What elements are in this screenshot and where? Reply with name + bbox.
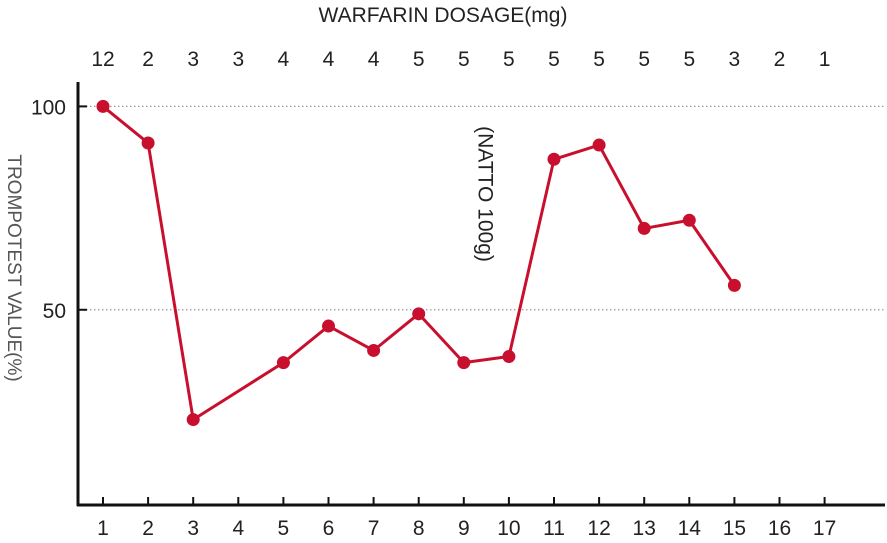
data-point [276,356,290,370]
series-line [102,105,736,422]
x-tick-label: 8 [413,517,425,540]
top-axis-label: 4 [278,48,290,71]
data-point [637,221,651,235]
x-tick-label: 1 [97,517,109,540]
top-axis-label: 5 [638,48,650,71]
data-point [682,213,696,227]
x-tick-label: 10 [497,517,520,540]
x-tick-label: 14 [678,517,702,540]
data-point [502,350,516,364]
x-axis-ticks: 1 2 3 4 5 6 7 8 9 10 11 12 13 14 15 16 17 [97,497,836,540]
data-point [412,307,426,321]
y-tick-label: 100 [31,96,66,119]
top-axis-label: 3 [232,48,244,71]
top-axis-labels: 12 2 3 3 4 4 4 5 5 5 5 5 5 5 3 2 1 [91,48,830,71]
top-axis-label: 12 [91,48,114,71]
top-axis-label: 3 [187,48,199,71]
x-tick-label: 9 [458,517,470,540]
top-axis-label: 5 [683,48,695,71]
gridlines [78,105,885,311]
y-axis-ticks: 50 100 [31,96,87,323]
data-point [141,136,155,150]
x-tick-label: 11 [543,517,565,540]
data-point [322,319,335,333]
top-axis-label: 4 [323,48,335,71]
x-tick-label: 17 [813,517,836,540]
x-tick-label: 15 [723,517,746,540]
x-tick-label: 5 [278,517,290,540]
data-point [367,343,381,357]
top-axis-label: 5 [548,48,560,71]
data-point [186,413,200,427]
x-tick-label: 6 [323,517,335,540]
y-tick-label: 50 [43,300,66,323]
top-axis-label: 1 [819,48,831,71]
top-axis-label: 5 [593,48,605,71]
natto-annotation: (NATTO 100g) [473,126,496,262]
top-axis-label: 2 [142,48,154,71]
x-tick-label: 7 [368,517,380,540]
top-axis-label: 4 [368,48,380,71]
x-tick-label: 13 [633,517,656,540]
top-axis-label: 2 [774,48,786,71]
top-axis-label: 3 [729,48,741,71]
data-point [96,99,110,113]
top-axis-label: 5 [458,48,470,71]
data-point [592,138,606,152]
x-tick-label: 4 [232,517,244,540]
top-axis-label: 5 [503,48,515,71]
top-axis-title: WARFARIN DOSAGE(mg) [319,4,568,27]
data-point [457,356,471,370]
y-axis-label: TROMPOTEST VALUE(%) [3,154,24,381]
data-point [727,278,741,292]
x-tick-label: 2 [142,517,154,540]
top-axis-label: 5 [413,48,425,71]
x-tick-label: 16 [768,517,791,540]
x-tick-label: 12 [587,517,610,540]
x-tick-label: 3 [187,517,199,540]
data-point [547,152,561,166]
series-trompotest [96,99,741,427]
